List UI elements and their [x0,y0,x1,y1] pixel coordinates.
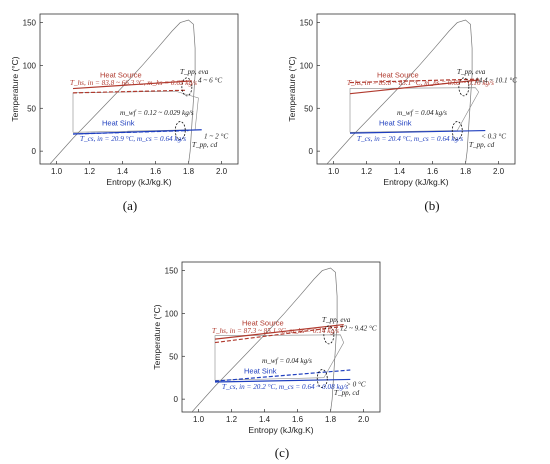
x-axis-label: Entropy (kJ/kg.K) [106,177,171,187]
heat-source-line-dashed [72,89,186,94]
working-fluid-flow: m_wf = 0.04 kg/s [397,109,447,117]
x-tick-label: 1.8 [325,415,337,424]
y-tick-label: 50 [304,104,313,113]
y-tick-label: 0 [174,395,179,404]
heat-sink-title: Heat Sink [102,118,135,127]
x-tick-label: 1.2 [361,167,373,176]
heat-source-title: Heat Source [242,318,284,327]
condenser-pinch-ellipse [451,121,463,140]
x-tick-label: 1.6 [292,415,304,424]
saturation-dome-curve [326,19,473,164]
y-tick-label: 150 [23,19,37,28]
orc-cycle-line [214,334,345,381]
y-tick-label: 50 [27,104,36,113]
evaporator-pinch-value: 14.4 ~ 10.1 °C [475,77,517,85]
y-tick-label: 0 [32,147,37,156]
condenser-pinch-label: T_pp, cd [334,389,360,397]
x-tick-label: 1.6 [150,167,162,176]
heat-source-title: Heat Source [377,70,419,79]
saturation-dome-curve [49,19,196,164]
y-axis-label: Temperature (°C) [287,56,297,121]
condenser-pinch-label: T_pp, cd [192,141,218,149]
working-fluid-flow: m_wf = 0.04 kg/s [262,357,312,365]
y-axis-label: Temperature (°C) [10,56,20,121]
x-tick-label: 1.0 [51,167,63,176]
saturation-dome-curve [191,267,338,412]
heat-sink-conditions: T_cs, in = 20.2 °C, m_cs = 0.64 ~ 0.08 k… [222,383,348,391]
y-tick-label: 100 [300,61,314,70]
evaporator-pinch-ellipse [181,77,193,97]
evaporator-pinch-label: T_pp, eva [180,68,209,76]
x-tick-label: 1.2 [226,415,238,424]
heat-source-line [349,79,479,95]
x-tick-label: 2.0 [358,415,370,424]
x-tick-label: 1.0 [328,167,340,176]
panel-caption: (b) [424,198,439,213]
x-tick-label: 2.0 [493,167,505,176]
heat-sink-line [349,129,486,134]
heat-sink-line-dashed [214,369,351,382]
heat-source-line [72,80,192,90]
x-tick-label: 1.8 [460,167,472,176]
plot-area [49,19,202,164]
heat-source-conditions: T_hs, in = 87.3 ~ 85.1 °C, m_hs = 0.14 k… [212,327,339,335]
x-tick-label: 1.6 [427,167,439,176]
evaporator-pinch-label: T_pp, eva [322,316,351,324]
x-tick-label: 1.4 [117,167,129,176]
x-tick-label: 1.0 [193,415,205,424]
evaporator-pinch-label: T_pp, eva [457,68,486,76]
condenser-pinch-value: 1 ~ 2 °C [204,132,228,140]
condenser-pinch-label: T_pp, cd [469,141,495,149]
heat-source-conditions: T_hs, in = 83.8 ~ 66.3 °C, m_hs = 0.63 k… [70,79,197,87]
panel-caption: (a) [123,198,137,213]
heat-sink-conditions: T_cs, in = 20.4 °C, m_cs = 0.64 kg/s [357,135,463,143]
condenser-pinch-value: < 0.3 °C [481,132,506,140]
x-tick-label: 1.4 [259,415,271,424]
panel-1: 0 50 100 150 1.0 1.2 1.4 1.6 1.8 2.0 Entropy (kJ/k… [10,13,239,213]
y-tick-label: 100 [165,309,179,318]
heat-sink-line [214,378,351,383]
x-axis-label: Entropy (kJ/kg.K) [383,177,448,187]
panel-3: 0 50 100 150 1.0 1.2 1.4 1.6 1.8 2.0 Entropy (kJ/k… [152,261,381,460]
working-fluid-flow: m_wf = 0.12 ~ 0.029 kg/s [120,109,194,117]
evaporator-pinch-value: 4 ~ 6 °C [198,77,222,85]
y-axis-label: Temperature (°C) [152,304,162,369]
condenser-pinch-ellipse [174,121,186,140]
y-tick-label: 0 [309,147,314,156]
x-tick-label: 1.8 [183,167,195,176]
panel-2: 0 50 100 150 1.0 1.2 1.4 1.6 1.8 2.0 Entropy (kJ/k… [287,13,517,213]
heat-sink-line-dashed [72,129,189,135]
heat-sink-title: Heat Sink [244,366,277,375]
heat-source-conditions: T_hs, in = 85.8 ~ 83.1 °C, m_hs = 0.63 ~… [347,79,494,87]
x-tick-label: 1.4 [394,167,406,176]
y-tick-label: 100 [23,61,37,70]
plot-frame [316,13,516,165]
x-tick-label: 2.0 [216,167,228,176]
evaporator-pinch-value: 12 ~ 9.42 °C [340,325,377,333]
y-tick-label: 150 [165,267,179,276]
heat-source-line-dashed [349,78,479,84]
condenser-pinch-ellipse [316,369,328,388]
heat-sink-title: Heat Sink [379,118,412,127]
panel-caption: (c) [275,445,289,460]
plot-area [326,19,486,164]
x-axis-label: Entropy (kJ/kg.K) [248,425,313,435]
y-tick-label: 150 [300,19,314,28]
heat-source-line-dashed [214,325,344,344]
condenser-pinch-value: > 0 °C [346,380,366,388]
heat-source-line [214,323,344,340]
plot-frame [181,261,381,413]
heat-sink-conditions: T_cs, in = 20.9 °C, m_cs = 0.64 kg/s [80,135,186,143]
evaporator-pinch-ellipse [458,77,470,97]
plot-area [191,267,351,412]
y-tick-label: 50 [169,352,178,361]
evaporator-pinch-ellipse [323,325,335,345]
x-tick-label: 1.2 [84,167,96,176]
plot-frame [39,13,239,165]
heat-source-title: Heat Source [100,70,142,79]
